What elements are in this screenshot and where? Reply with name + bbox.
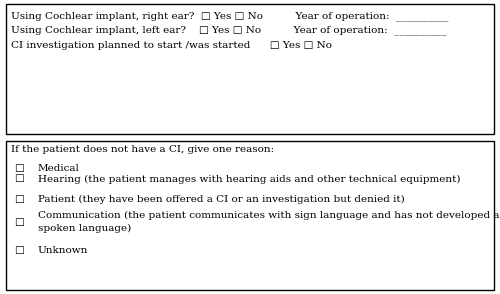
Text: □: □ — [14, 174, 24, 183]
Text: If the patient does not have a CI, give one reason:: If the patient does not have a CI, give … — [11, 145, 274, 154]
Text: □: □ — [14, 164, 24, 173]
Text: Using Cochlear implant, left ear?    □ Yes □ No          Year of operation:  ___: Using Cochlear implant, left ear? □ Yes … — [11, 26, 446, 36]
Text: Communication (the patient communicates with sign language and has not developed: Communication (the patient communicates … — [38, 211, 499, 233]
Text: □: □ — [14, 218, 24, 227]
Text: Hearing (the patient manages with hearing aids and other technical equipment): Hearing (the patient manages with hearin… — [38, 174, 460, 183]
FancyBboxPatch shape — [6, 141, 494, 290]
Text: Medical: Medical — [38, 164, 80, 173]
Text: CI investigation planned to start /was started      □ Yes □ No: CI investigation planned to start /was s… — [11, 41, 332, 50]
Text: □: □ — [14, 195, 24, 203]
Text: Unknown: Unknown — [38, 246, 88, 255]
Text: Patient (they have been offered a CI or an investigation but denied it): Patient (they have been offered a CI or … — [38, 194, 404, 203]
Text: □: □ — [14, 246, 24, 255]
FancyBboxPatch shape — [6, 4, 494, 134]
Text: Using Cochlear implant, right ear?  □ Yes □ No          Year of operation:  ____: Using Cochlear implant, right ear? □ Yes… — [11, 11, 448, 21]
